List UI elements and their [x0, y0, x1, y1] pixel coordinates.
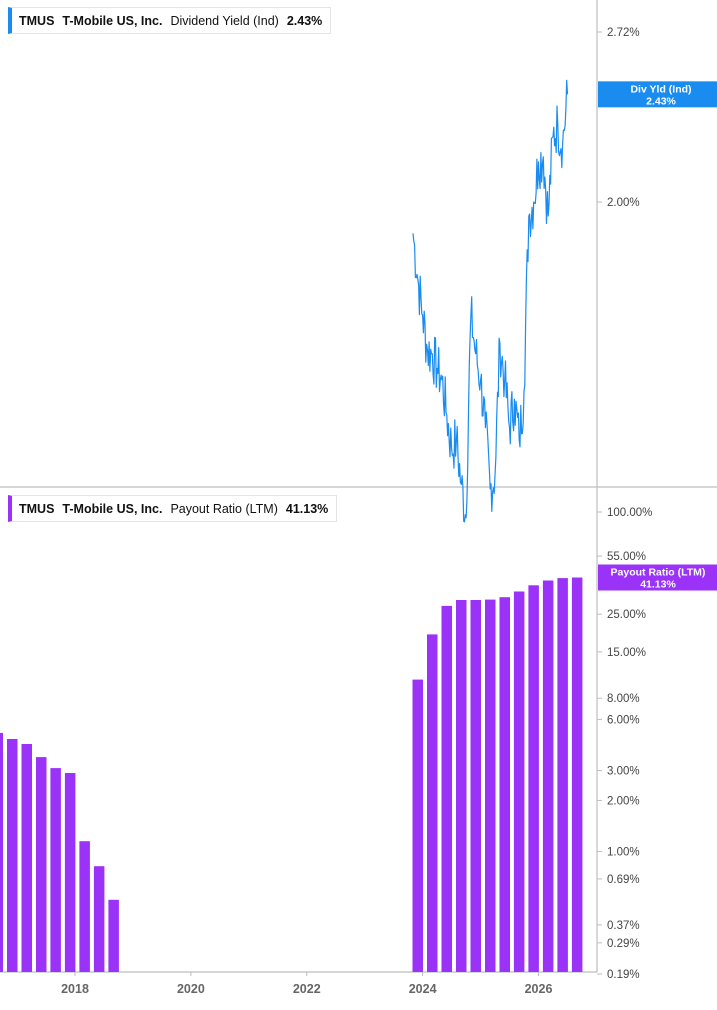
payout-y-tick-label: 2.00% — [607, 795, 640, 807]
payout-bar — [0, 733, 3, 972]
x-tick-label: 2024 — [409, 982, 437, 996]
payout-bar — [79, 841, 90, 972]
x-tick-label: 2020 — [177, 982, 205, 996]
yield-legend-company: T-Mobile US, Inc. — [62, 14, 162, 28]
x-tick-label: 2026 — [525, 982, 553, 996]
yield-y-tick-label: 2.00% — [607, 197, 640, 209]
payout-bar — [543, 581, 554, 973]
payout-y-tick-label: 8.00% — [607, 693, 640, 705]
payout-legend-value: 41.13% — [286, 502, 328, 516]
payout-legend[interactable]: TMUS T-Mobile US, Inc. Payout Ratio (LTM… — [8, 495, 337, 522]
payout-bar — [485, 600, 496, 972]
payout-bar — [65, 773, 76, 972]
x-tick-label: 2022 — [293, 982, 321, 996]
payout-legend-company: T-Mobile US, Inc. — [62, 502, 162, 516]
payout-bar — [108, 900, 119, 972]
payout-bar — [7, 739, 18, 972]
dividend-yield-line — [413, 80, 568, 522]
payout-bar — [94, 866, 105, 972]
payout-y-tick-label: 0.19% — [607, 969, 640, 981]
payout-bar — [50, 768, 61, 972]
yield-flag-name: Div Yld (Ind) — [630, 83, 691, 95]
payout-bar — [528, 585, 539, 972]
payout-bar — [427, 634, 438, 972]
payout-bar — [442, 606, 453, 972]
payout-bar — [572, 578, 583, 973]
payout-bar — [22, 744, 33, 972]
yield-flag-value: 2.43% — [646, 95, 676, 107]
yield-y-tick-label: 2.72% — [607, 27, 640, 39]
payout-legend-ticker: TMUS — [19, 502, 54, 516]
payout-y-tick-label: 25.00% — [607, 609, 646, 621]
payout-y-tick-label: 100.00% — [607, 507, 652, 519]
payout-y-tick-label: 3.00% — [607, 766, 640, 778]
payout-flag-value: 41.13% — [640, 579, 676, 591]
payout-bar — [514, 592, 525, 973]
payout-bar — [456, 600, 467, 972]
payout-y-tick-label: 0.29% — [607, 938, 640, 950]
yield-legend[interactable]: TMUS T-Mobile US, Inc. Dividend Yield (I… — [8, 7, 331, 34]
payout-flag-name: Payout Ratio (LTM) — [611, 567, 706, 579]
payout-legend-metric: Payout Ratio (LTM) — [170, 502, 277, 516]
payout-y-tick-label: 1.00% — [607, 847, 640, 859]
yield-legend-metric: Dividend Yield (Ind) — [170, 14, 278, 28]
payout-bar — [413, 680, 424, 972]
payout-y-tick-label: 6.00% — [607, 714, 640, 726]
payout-bar — [500, 597, 511, 972]
yield-legend-value: 2.43% — [287, 14, 322, 28]
payout-bar — [557, 578, 568, 972]
yield-legend-ticker: TMUS — [19, 14, 54, 28]
x-tick-label: 2018 — [61, 982, 89, 996]
payout-y-tick-label: 0.37% — [607, 920, 640, 932]
payout-y-tick-label: 55.00% — [607, 551, 646, 563]
payout-y-tick-label: 15.00% — [607, 647, 646, 659]
payout-bar — [471, 600, 482, 972]
payout-bar — [36, 757, 47, 972]
payout-y-tick-label: 0.69% — [607, 874, 640, 886]
